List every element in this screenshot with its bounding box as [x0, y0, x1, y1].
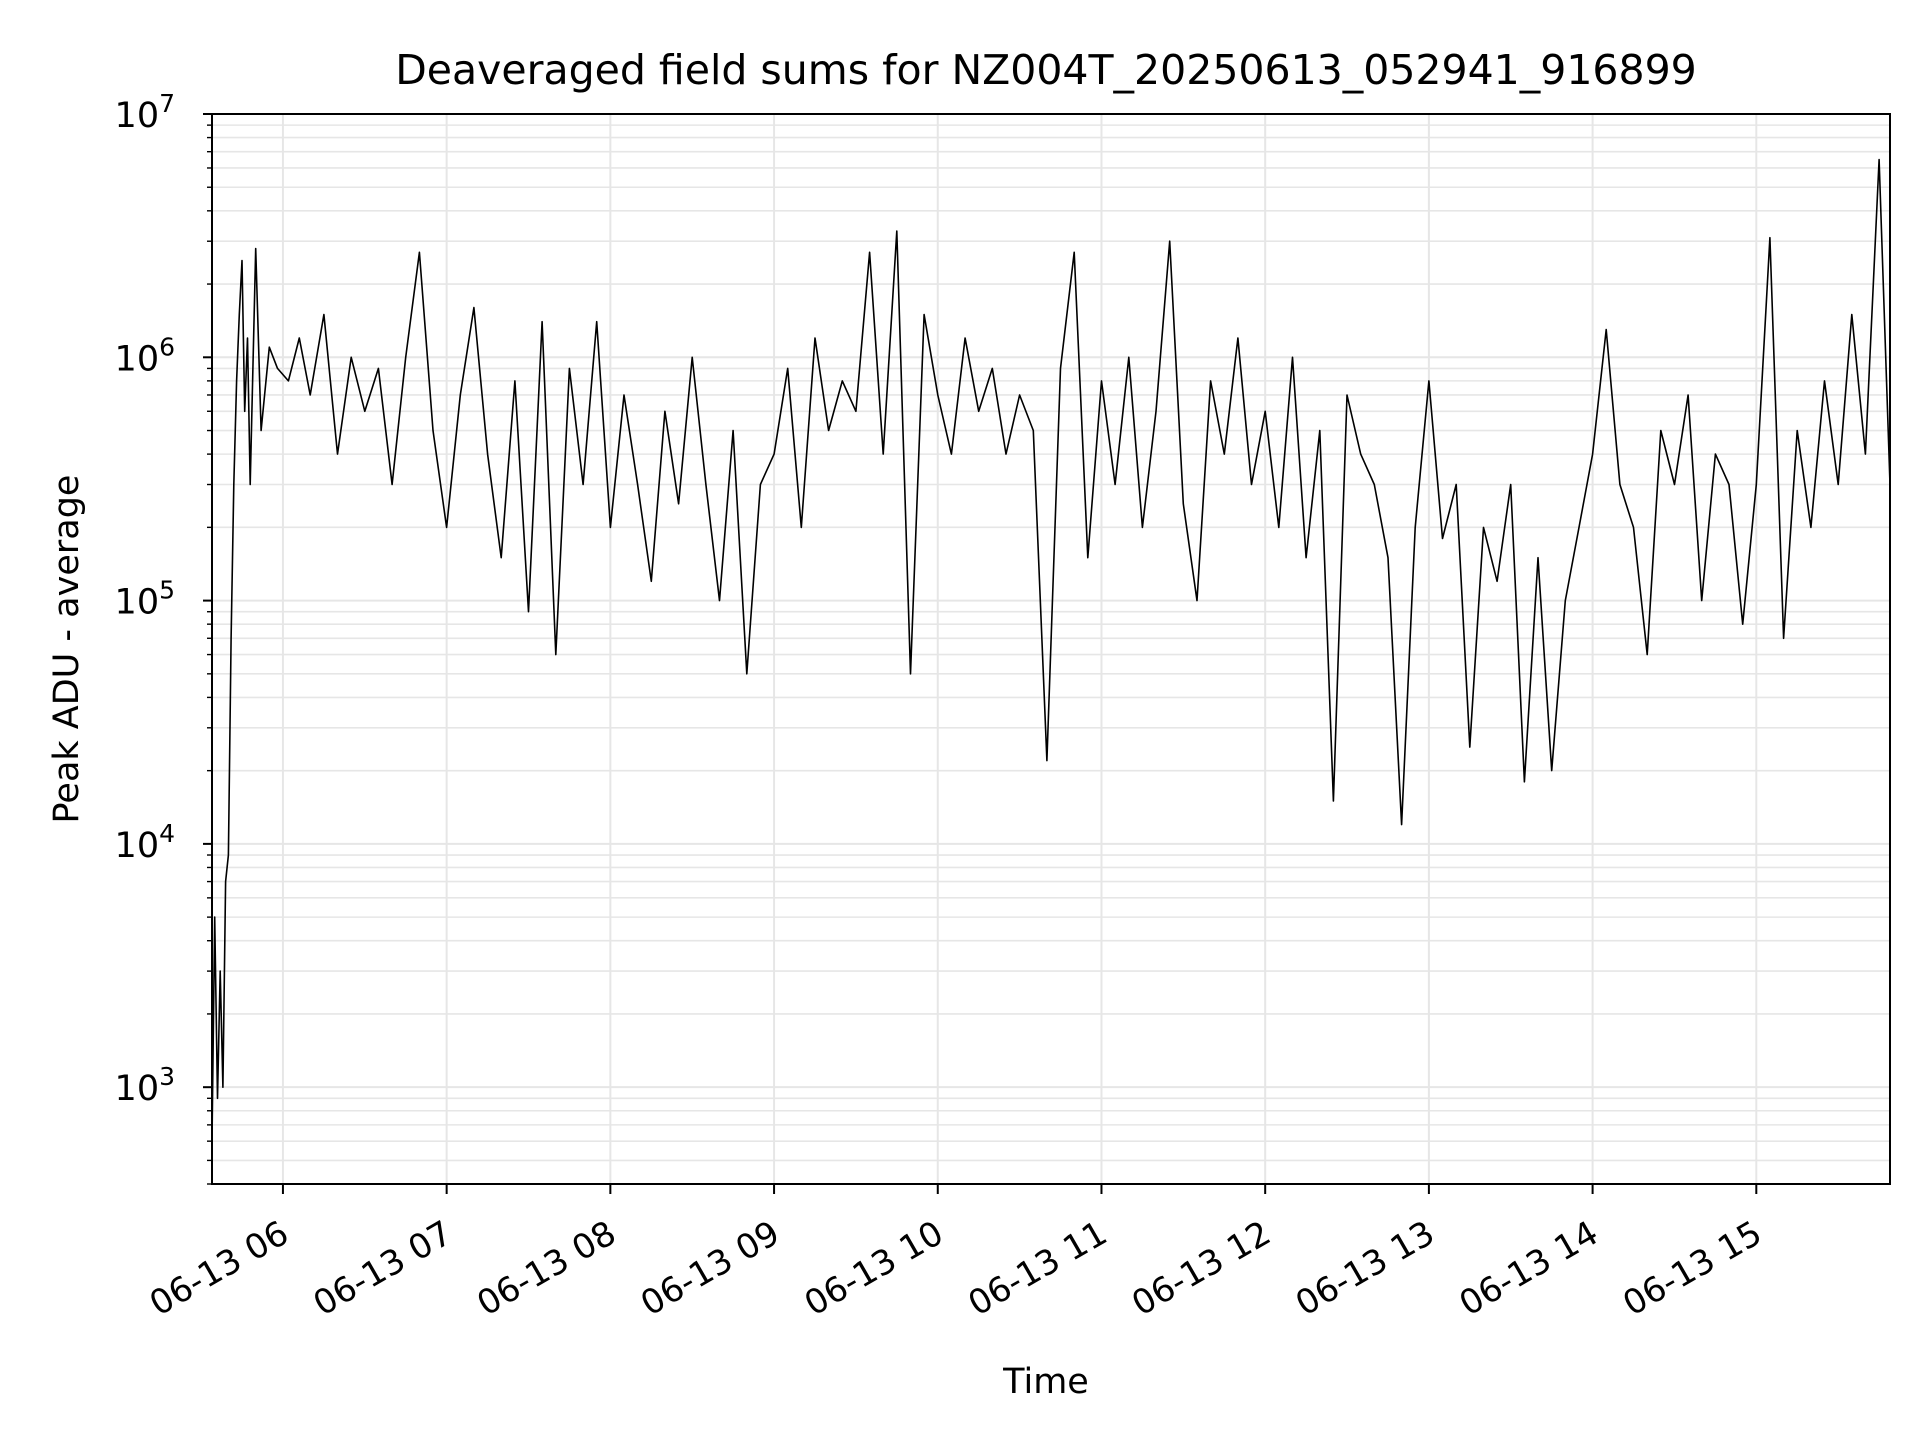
series-group	[211, 158, 1891, 1142]
plot-frame	[211, 113, 1891, 1185]
x-axis-label: Time	[1002, 1362, 1089, 1402]
chart-title: Deaveraged field sums for NZ004T_2025061…	[395, 46, 1697, 94]
series-line	[211, 158, 1891, 1142]
y-axis-label: Peak ADU - average	[47, 475, 87, 824]
grid	[212, 113, 1890, 1185]
